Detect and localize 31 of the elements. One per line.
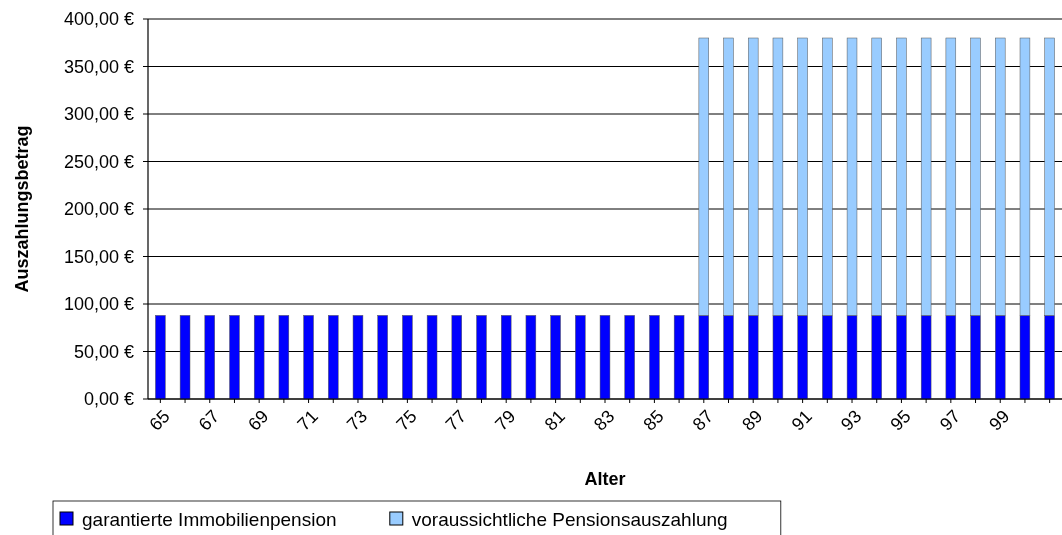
legend-label: voraussichtliche Pensionsauszahlung — [411, 508, 728, 530]
y-tick-label: 300,00 € — [63, 104, 134, 125]
x-tick-label: 87 — [688, 406, 718, 435]
x-tick-label: 93 — [837, 406, 866, 435]
y-axis-title: Auszahlungsbetrag — [12, 125, 33, 293]
x-tick-label: 73 — [342, 406, 372, 435]
y-tick-label: 350,00 € — [63, 56, 134, 77]
x-tick-label: 95 — [886, 406, 915, 435]
y-tick-label: 200,00 € — [63, 199, 134, 220]
x-tick-label: 65 — [145, 406, 174, 435]
x-tick-label: 85 — [639, 406, 668, 435]
x-tick-label: 69 — [244, 406, 273, 435]
y-tick-label: 150,00 € — [63, 246, 134, 267]
y-tick-label: 250,00 € — [63, 151, 134, 172]
x-tick-label: 99 — [985, 406, 1014, 435]
y-tick-label: 100,00 € — [63, 294, 134, 315]
x-tick-label: 79 — [491, 406, 520, 435]
x-tick-label: 81 — [540, 406, 569, 435]
y-tick-label: 50,00 € — [73, 341, 134, 362]
x-axis-title: Alter — [584, 469, 626, 490]
y-tick-label: 0,00 € — [83, 389, 134, 410]
x-tick-label: 83 — [589, 406, 619, 435]
x-tick-label: 67 — [194, 406, 224, 435]
x-tick-label: 75 — [392, 406, 421, 435]
x-tick-label: 71 — [293, 406, 322, 435]
x-tick-label: 89 — [738, 406, 767, 435]
x-tick-label: 97 — [935, 406, 965, 435]
y-tick-label: 400,00 € — [63, 9, 134, 30]
legend-label: garantierte Immobilienpension — [82, 508, 337, 530]
x-tick-label: 77 — [441, 406, 471, 435]
x-tick-label: 91 — [787, 406, 816, 435]
